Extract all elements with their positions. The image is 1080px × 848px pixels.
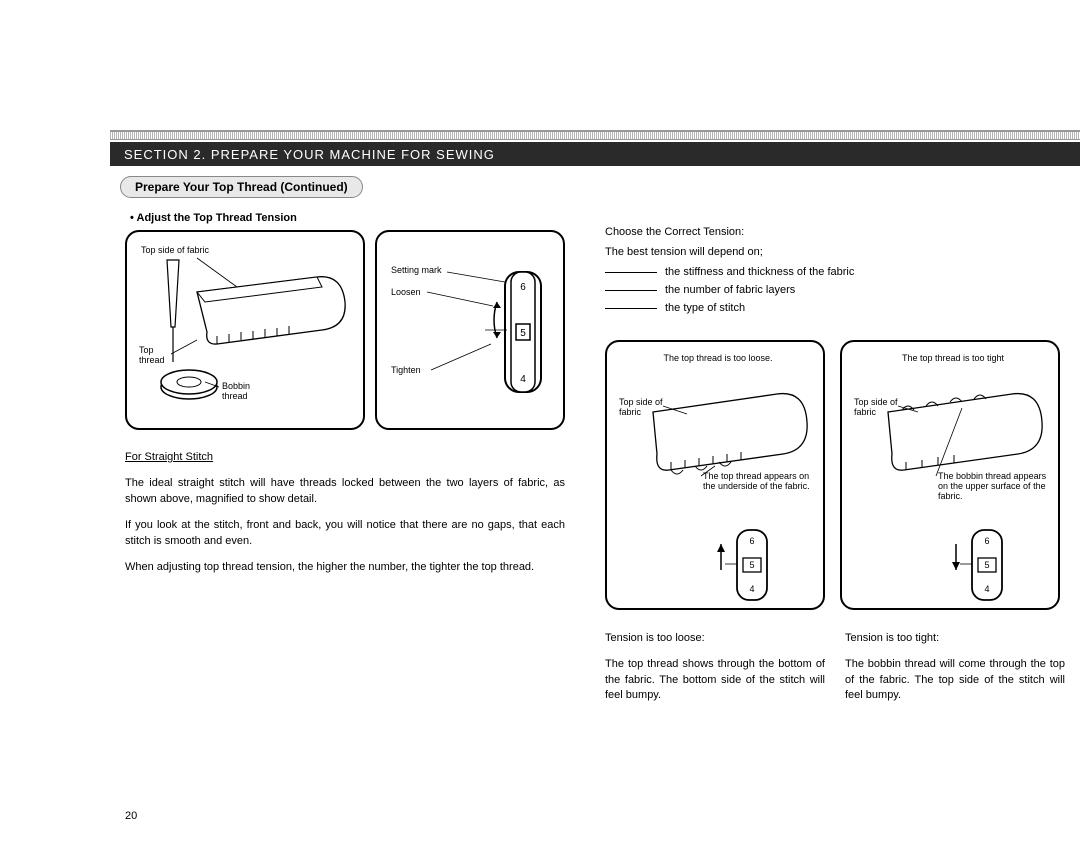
dash-item-3: the type of stitch	[665, 301, 745, 317]
svg-text:5: 5	[984, 560, 989, 570]
para-adjust: When adjusting top thread tension, the h…	[125, 560, 565, 576]
diagram-dial-svg: 6 5 4	[377, 232, 567, 432]
adjust-heading: Adjust the Top Thread Tension	[130, 212, 297, 224]
dash-item-2: the number of fabric layers	[665, 283, 795, 299]
page-number: 20	[125, 810, 137, 822]
diagram-fabric-svg	[127, 232, 367, 432]
tight-body: The bobbin thread will come through the …	[845, 657, 1065, 703]
bottom-text-row: Tension is too loose: The top thread sho…	[605, 620, 1065, 715]
dash-item-1: the stiffness and thickness of the fabri…	[665, 265, 854, 281]
top-rule	[110, 130, 1080, 140]
svg-text:6: 6	[520, 282, 526, 293]
svg-text:6: 6	[749, 536, 754, 546]
loose-heading: Tension is too loose:	[605, 631, 825, 646]
diagram-tight-svg: 6 5 4	[842, 342, 1062, 612]
left-column-text: For Straight Stitch The ideal straight s…	[125, 450, 565, 586]
diagram-tight: The top thread is too tight Top side of …	[840, 340, 1060, 610]
subheading: Prepare Your Top Thread (Continued)	[120, 176, 363, 198]
for-straight-heading: For Straight Stitch	[125, 450, 565, 466]
diagram-loose-svg: 6 5 4	[607, 342, 827, 612]
diagram-fabric: Top side of fabric Top thread Bobbin thr…	[125, 230, 365, 430]
svg-text:4: 4	[984, 584, 989, 594]
svg-text:6: 6	[984, 536, 989, 546]
para-look: If you look at the stitch, front and bac…	[125, 518, 565, 550]
choose-heading: Choose the Correct Tension:	[605, 225, 1060, 241]
svg-text:5: 5	[520, 328, 526, 339]
tight-heading: Tension is too tight:	[845, 631, 1065, 646]
svg-text:4: 4	[520, 374, 526, 385]
para-ideal: The ideal straight stitch will have thre…	[125, 476, 565, 508]
svg-text:5: 5	[749, 560, 754, 570]
section-title: SECTION 2. PREPARE YOUR MACHINE FOR SEWI…	[110, 142, 1080, 166]
loose-body: The top thread shows through the bottom …	[605, 657, 825, 703]
diagram-dial: Setting mark Loosen Tighten 654	[375, 230, 565, 430]
choose-sub: The best tension will depend on;	[605, 245, 1060, 261]
right-column-intro: Choose the Correct Tension: The best ten…	[605, 225, 1060, 319]
svg-text:4: 4	[749, 584, 754, 594]
diagram-loose: The top thread is too loose. Top side of…	[605, 340, 825, 610]
